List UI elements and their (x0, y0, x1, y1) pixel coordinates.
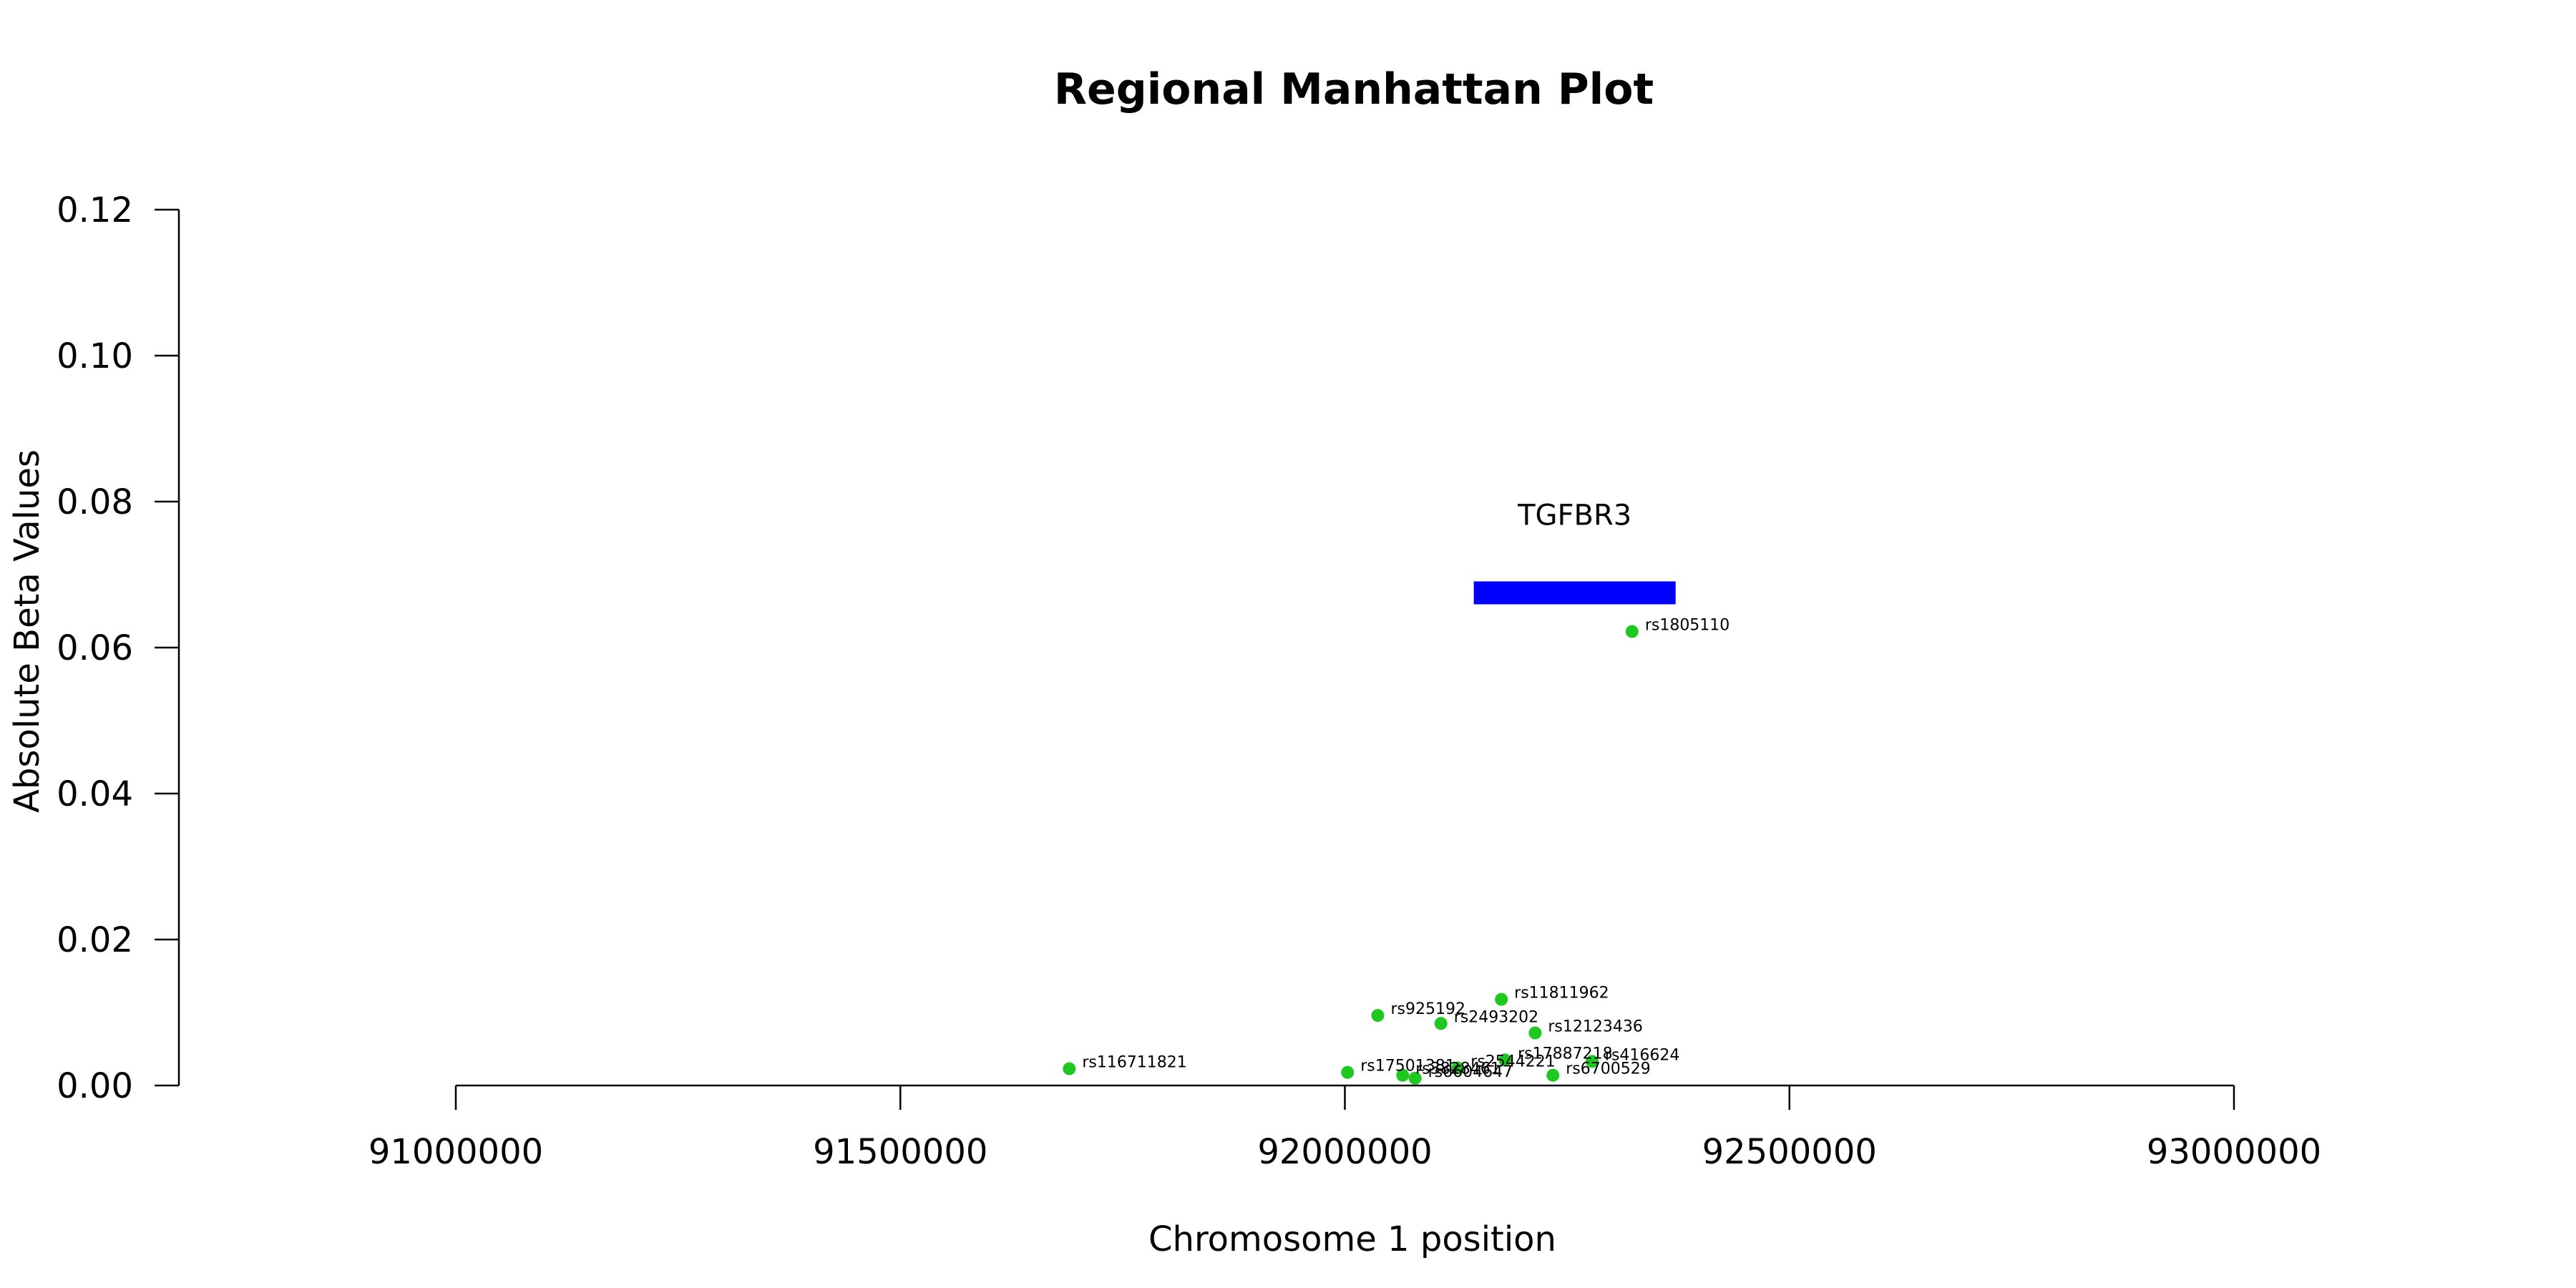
snp-point (1341, 1065, 1355, 1079)
snp-points (1063, 625, 1639, 1085)
snp-label: rs1805110 (1645, 617, 1730, 635)
x-tick-label: 92000000 (1257, 1132, 1432, 1172)
snp-labels: rs116711821 rs17501381rs925192rs3828461rs… (1082, 617, 1729, 1081)
snp-point (1625, 625, 1639, 638)
snp-point (1546, 1068, 1560, 1082)
snp-point (1408, 1071, 1422, 1085)
y-axis: 0.00 0.02 0.04 0.06 0.08 0.10 0.12 (57, 190, 180, 1106)
y-tick-label: 0.04 (57, 774, 133, 814)
snp-label: rs6700529 (1566, 1060, 1651, 1078)
chart-title: Regional Manhattan Plot (1054, 64, 1654, 114)
y-tick-label: 0.02 (57, 920, 133, 960)
snp-point (1063, 1062, 1076, 1075)
snp-point (1528, 1026, 1542, 1040)
x-tick-label: 92500000 (1702, 1132, 1877, 1172)
y-tick-label: 0.10 (57, 336, 133, 376)
snp-label: rs925192 (1390, 1000, 1465, 1018)
x-axis-label: Chromosome 1 position (1148, 1219, 1556, 1259)
gene-track: TGFBR3 (1473, 499, 1676, 605)
snp-label: rs17501381 (1360, 1058, 1455, 1075)
snp-point (1495, 992, 1508, 1006)
snp-label: rs11811962 (1514, 985, 1609, 1002)
snp-label: rs3828461 (1415, 1060, 1501, 1078)
x-tick-label: 91000000 (369, 1132, 543, 1172)
snp-label: rs6604647 (1428, 1063, 1513, 1081)
snp-label: rs2544221 (1470, 1053, 1556, 1071)
gene-label: TGFBR3 (1517, 499, 1631, 532)
snp-point (1585, 1055, 1599, 1068)
snp-point (1451, 1061, 1465, 1075)
y-tick-label: 0.06 (57, 628, 133, 668)
snp-point (1371, 1009, 1385, 1023)
y-axis-label: Absolute Beta Values (7, 449, 47, 813)
x-tick-label: 93000000 (2147, 1132, 2321, 1172)
snp-point (1396, 1068, 1410, 1082)
x-axis: 91000000 91500000 92000000 92500000 93000000 (369, 1084, 2321, 1172)
snp-point (1498, 1053, 1512, 1067)
snp-label: rs2493202 (1454, 1008, 1539, 1026)
gene-bar (1473, 581, 1676, 605)
y-tick-label: 0.00 (57, 1066, 133, 1106)
snp-label: rs17887218 (1518, 1045, 1612, 1063)
y-tick-label: 0.08 (57, 482, 133, 522)
snp-point (1434, 1017, 1448, 1030)
snp-label: rs416624 (1605, 1046, 1680, 1064)
y-tick-label: 0.12 (57, 190, 133, 230)
snp-label: rs116711821 (1082, 1054, 1186, 1072)
x-tick-label: 91500000 (813, 1132, 987, 1172)
snp-label: rs12123436 (1548, 1018, 1642, 1036)
